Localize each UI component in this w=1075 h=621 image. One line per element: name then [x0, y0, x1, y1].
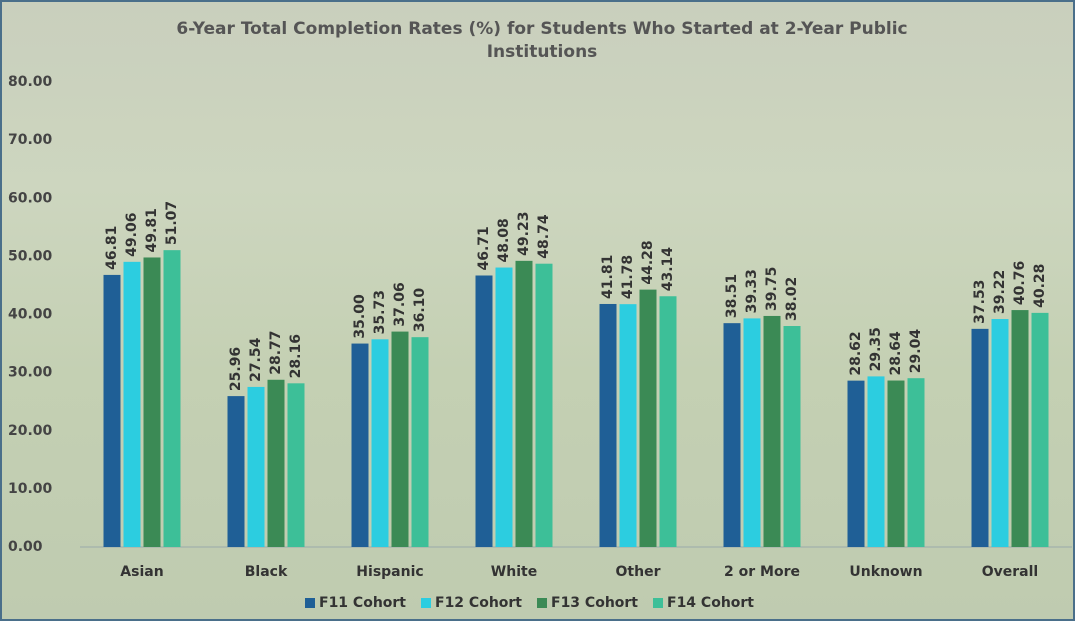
y-tick-label: 80.00: [8, 74, 53, 90]
legend-label: F14 Cohort: [667, 595, 754, 611]
value-label: 40.76: [1012, 261, 1028, 305]
bar: [992, 319, 1009, 547]
bar: [288, 383, 305, 547]
value-label: 48.74: [536, 214, 552, 259]
value-label: 38.02: [784, 277, 800, 321]
bar: [248, 387, 265, 547]
bar: [144, 257, 161, 547]
y-tick-label: 60.00: [8, 190, 53, 206]
bar: [784, 326, 801, 547]
bar: [1032, 313, 1049, 547]
y-tick-label: 30.00: [8, 365, 53, 381]
value-label: 28.77: [268, 330, 284, 374]
bar: [104, 275, 121, 547]
chart: 0.00 10.00 20.00 30.00 40.00 50.00 60.00 70.00 8…: [2, 2, 1073, 619]
value-label: 46.71: [476, 226, 492, 270]
bar: [640, 290, 657, 547]
bar: [476, 275, 493, 547]
bar: [268, 380, 285, 547]
bar: [868, 376, 885, 547]
value-label: 39.33: [744, 269, 760, 313]
x-tick-label: White: [491, 564, 537, 580]
x-tick-label: Overall: [982, 564, 1038, 580]
value-label: 35.00: [352, 294, 368, 339]
bar: [972, 329, 989, 547]
value-label: 29.04: [908, 329, 924, 374]
x-tick-label: Other: [616, 564, 661, 580]
value-label: 49.81: [144, 208, 160, 252]
bar: [536, 264, 553, 547]
bar: [352, 344, 369, 547]
value-label: 41.78: [620, 255, 636, 299]
bar: [848, 381, 865, 547]
x-tick-label: Black: [245, 564, 288, 580]
x-tick-label: Hispanic: [356, 564, 423, 580]
bar: [164, 250, 181, 547]
bar: [372, 339, 389, 547]
bar: [888, 381, 905, 547]
value-label: 39.75: [764, 267, 780, 311]
value-label: 46.81: [104, 226, 120, 270]
y-tick-label: 10.00: [8, 481, 53, 497]
value-label: 39.22: [992, 270, 1008, 314]
x-tick-label: Unknown: [849, 564, 922, 580]
y-tick-label: 0.00: [8, 539, 43, 555]
value-label: 36.10: [412, 288, 428, 333]
y-tick-label: 50.00: [8, 248, 53, 264]
bar: [228, 396, 245, 547]
value-label: 49.23: [516, 212, 532, 256]
x-tick-label: Asian: [120, 564, 163, 580]
bar: [724, 323, 741, 547]
value-label: 37.53: [972, 280, 988, 324]
value-label: 28.64: [888, 331, 904, 376]
value-label: 27.54: [248, 337, 264, 382]
value-label: 29.35: [868, 327, 884, 371]
value-label: 41.81: [600, 255, 616, 299]
x-tick-label: 2 or More: [724, 564, 800, 580]
bar: [908, 378, 925, 547]
y-tick-label: 40.00: [8, 307, 53, 323]
value-label: 35.73: [372, 290, 388, 334]
y-tick-label: 70.00: [8, 132, 53, 148]
bar: [660, 296, 677, 547]
legend-label: F12 Cohort: [435, 595, 522, 611]
bar: [496, 268, 513, 547]
value-label: 51.07: [164, 201, 180, 245]
bar: [412, 337, 429, 547]
bar: [516, 261, 533, 547]
value-label: 48.08: [496, 218, 512, 262]
legend-swatch: [421, 598, 431, 608]
bar: [392, 332, 409, 547]
legend-swatch: [653, 598, 663, 608]
legend-label: F11 Cohort: [319, 595, 406, 611]
legend-label: F13 Cohort: [551, 595, 638, 611]
bar: [744, 318, 761, 547]
chart-frame: 6-Year Total Completion Rates (%) for St…: [0, 0, 1075, 621]
value-label: 44.28: [640, 240, 656, 284]
value-label: 38.51: [724, 274, 740, 318]
bar: [124, 262, 141, 547]
value-label: 37.06: [392, 282, 408, 326]
value-label: 40.28: [1032, 264, 1048, 308]
value-label: 49.06: [124, 213, 140, 257]
legend-swatch: [537, 598, 547, 608]
legend-swatch: [305, 598, 315, 608]
bar: [620, 304, 637, 547]
y-tick-label: 20.00: [8, 423, 53, 439]
value-label: 28.16: [288, 334, 304, 378]
bar: [764, 316, 781, 547]
bar: [600, 304, 617, 547]
value-label: 28.62: [848, 331, 864, 375]
value-label: 43.14: [660, 247, 676, 292]
bar: [1012, 310, 1029, 547]
value-label: 25.96: [228, 347, 244, 391]
